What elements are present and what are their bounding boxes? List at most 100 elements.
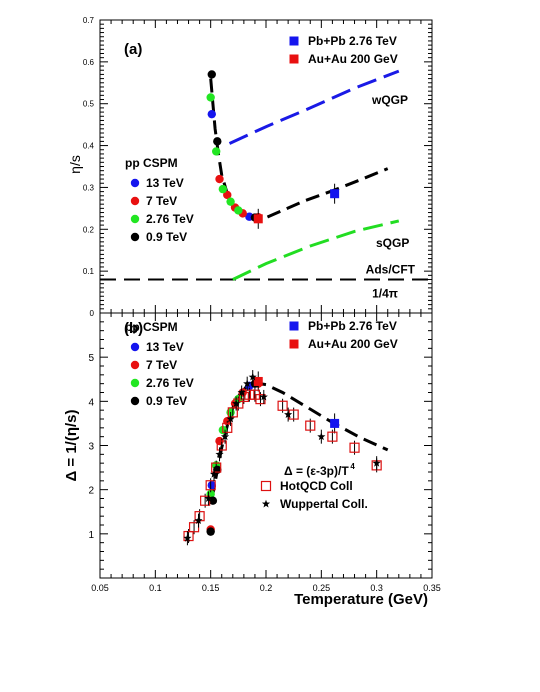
cspm-fit-curve: [209, 78, 389, 220]
y-tick-label: 0.4: [83, 142, 95, 151]
legend-marker-13-tev: [130, 178, 140, 188]
x-tick-label: 0.25: [313, 583, 331, 593]
legend-marker-2-76-tev: [130, 378, 140, 388]
legend-label: Wuppertal Coll.: [280, 497, 368, 511]
point-2-76-tev: [218, 184, 228, 194]
point-hotqcd-coll: [305, 420, 316, 431]
x-tick-label: 0.2: [260, 583, 273, 593]
point-wuppertal-coll: [248, 372, 257, 381]
point-hotqcd-coll: [222, 422, 233, 433]
point-wuppertal-coll: [243, 379, 252, 388]
point-0-9-tev: [208, 496, 218, 505]
legend-label: Au+Au 200 GeV: [308, 337, 398, 351]
legend-marker-pb-pb-2-76-tev: [289, 36, 299, 46]
point-hotqcd-coll: [205, 480, 216, 491]
legend-label: 13 TeV: [146, 176, 184, 190]
y-tick-label: 4: [88, 397, 94, 408]
formula-superscript: 4: [350, 462, 355, 471]
legend-title: pp CSPM: [125, 320, 178, 334]
y-tick-label: 0: [90, 309, 95, 318]
point-pb-pb-2-76-tev: [330, 189, 340, 199]
legend-marker-au-au-200-gev: [289, 339, 299, 349]
sqgp-label: sQGP: [376, 236, 409, 250]
legend-label: 2.76 TeV: [146, 212, 194, 226]
point-wuppertal-coll: [183, 533, 192, 542]
point-hotqcd-coll: [216, 440, 227, 451]
point-0-9-tev: [207, 70, 216, 79]
legend-marker-au-au-200-gev: [289, 54, 299, 64]
point-hotqcd-coll: [349, 442, 360, 453]
legend-label: 7 TeV: [146, 194, 177, 208]
cspm-fit-curve: [210, 381, 389, 500]
legend-marker-7-tev: [130, 196, 140, 206]
legend-marker-7-tev: [130, 360, 140, 370]
point-wuppertal-coll: [215, 450, 224, 458]
y-tick-label: 0.2: [83, 225, 95, 234]
kss-bound-label: 1/4π: [372, 287, 398, 301]
y-tick-label: 0.6: [83, 58, 95, 67]
x-tick-label: 0.3: [370, 583, 383, 593]
x-tick-label: 0.05: [91, 583, 109, 593]
y-tick-label: 5: [88, 353, 94, 364]
wqgp-curve: [228, 69, 400, 145]
legend-marker-0-9-tev: [130, 232, 140, 242]
legend-label: 2.76 TeV: [146, 376, 194, 390]
point-hotqcd-coll: [277, 400, 288, 411]
point-13-tev: [207, 481, 216, 490]
legend-label: Pb+Pb 2.76 TeV: [308, 34, 397, 48]
sqgp-curve: [232, 219, 400, 281]
point-7-tev: [215, 174, 224, 184]
panel-label: (a): [124, 41, 142, 58]
point-wuppertal-coll: [284, 410, 293, 419]
y-tick-label: 0.5: [83, 100, 95, 109]
legend-label: 0.9 TeV: [146, 230, 187, 244]
point-wuppertal-coll: [232, 399, 241, 408]
formula-label: Δ = (ε-3p)/T: [284, 464, 349, 478]
point-pb-pb-2-76-tev: [330, 418, 340, 428]
y-tick-label: 0.7: [83, 16, 95, 25]
legend-label: 0.9 TeV: [146, 394, 187, 408]
point-wuppertal-coll: [220, 432, 230, 441]
point-2-76-tev: [212, 147, 221, 156]
point-wuppertal-coll: [194, 516, 203, 525]
point-au-au-200-gev: [253, 214, 263, 224]
point-hotqcd-coll: [327, 431, 338, 442]
y-tick-label: 0.3: [83, 183, 95, 192]
y-tick-label: 3: [88, 442, 94, 453]
point-7-tev: [223, 190, 232, 200]
legend-marker-2-76-tev: [130, 214, 140, 224]
y-axis-label: Δ = 1/(η/s): [63, 409, 80, 481]
point-0-9-tev: [206, 527, 215, 536]
point-wuppertal-coll: [226, 414, 235, 423]
legend-label: 13 TeV: [146, 340, 184, 354]
y-tick-label: 1: [88, 530, 94, 541]
y-tick-label: 0.1: [83, 267, 95, 276]
point-2-76-tev: [234, 206, 243, 215]
legend-marker-13-tev: [130, 342, 140, 352]
point-0-9-tev: [213, 137, 222, 146]
x-tick-label: 0.15: [202, 583, 220, 593]
legend-label: Pb+Pb 2.76 TeV: [308, 319, 397, 333]
point-wuppertal-coll: [372, 458, 381, 467]
point-wuppertal-coll: [209, 469, 219, 478]
legend-title: pp CSPM: [125, 156, 178, 170]
x-tick-label: 0.1: [149, 583, 162, 593]
point-au-au-200-gev: [253, 376, 263, 386]
panel-label: (b): [124, 320, 143, 337]
x-axis-label: Temperature (GeV): [294, 591, 428, 608]
point-wuppertal-coll: [317, 432, 326, 441]
point-hotqcd-coll: [227, 407, 238, 418]
point-wuppertal-coll: [237, 388, 246, 396]
point-2-76-tev: [206, 93, 215, 102]
wqgp-label: wQGP: [371, 93, 408, 107]
legend-label: 7 TeV: [146, 358, 177, 372]
legend-marker-pb-pb-2-76-tev: [289, 321, 299, 331]
legend-marker-0-9-tev: [130, 396, 140, 406]
legend-marker-wuppertal-coll-: [261, 499, 271, 508]
point-wuppertal-coll: [204, 494, 213, 502]
point-wuppertal-coll: [259, 392, 268, 401]
x-tick-label: 0.35: [423, 583, 441, 593]
y-tick-label: 2: [88, 486, 94, 497]
legend-label: HotQCD Coll: [280, 479, 353, 493]
